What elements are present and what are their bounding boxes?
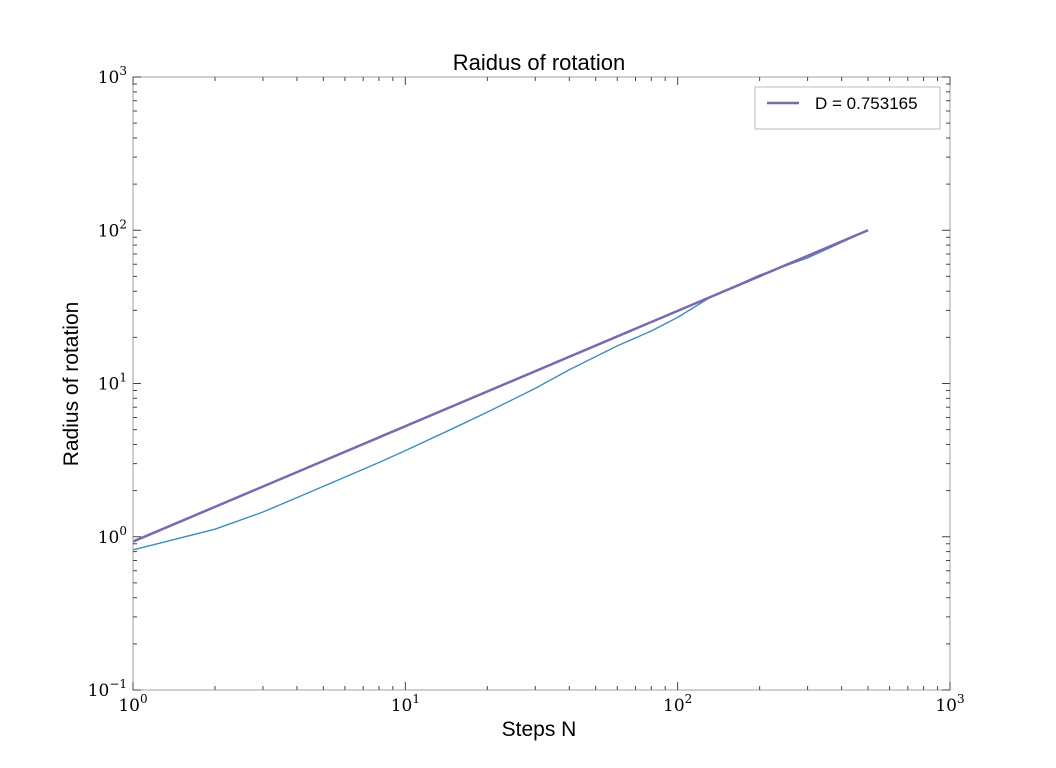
y-axis-label: Radius of rotation	[60, 302, 83, 467]
plot-frame	[132, 76, 951, 691]
x-tick-label: 101	[391, 692, 420, 716]
x-tick-label: 100	[118, 692, 147, 716]
y-tick-label: 100	[98, 524, 127, 548]
chart-title: Raidus of rotation	[453, 50, 625, 75]
x-tick-label: 103	[935, 692, 964, 716]
series-layer	[132, 229, 869, 551]
x-axis-label: Steps N	[502, 718, 577, 741]
x-tick-label: 102	[663, 692, 692, 716]
legend-label: D = 0.753165	[815, 94, 918, 113]
y-tick-label: 103	[98, 64, 127, 88]
fit-line	[132, 229, 869, 543]
y-tick-label: 101	[98, 371, 127, 395]
legend: D = 0.753165	[754, 86, 941, 130]
legend-box	[754, 86, 941, 130]
y-tick-label: 102	[98, 217, 127, 241]
y-tick-label: 10−1	[88, 677, 127, 701]
